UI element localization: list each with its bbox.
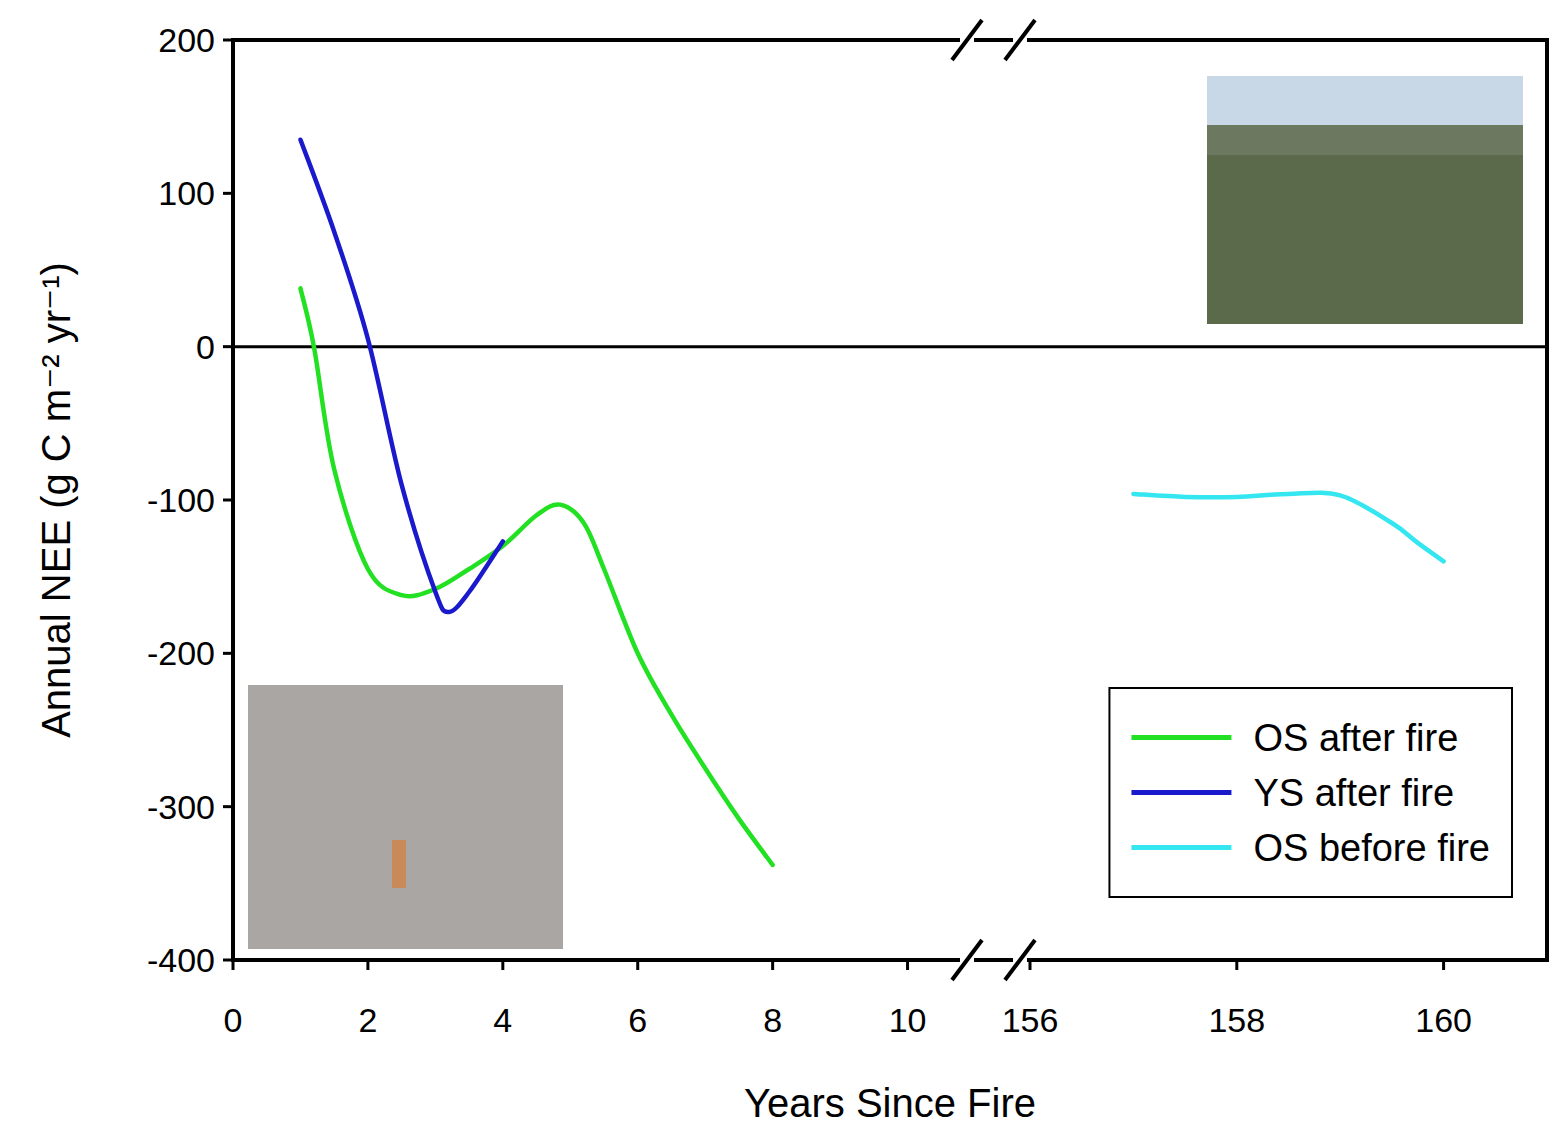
x-tick-label: 2 xyxy=(358,1001,377,1039)
y-tick-label: 200 xyxy=(158,21,215,59)
y-tick xyxy=(223,652,233,655)
y-tick xyxy=(223,39,233,42)
y-tick xyxy=(223,499,233,502)
x-tick xyxy=(1029,960,1032,970)
legend-label: YS after fire xyxy=(1253,772,1454,814)
x-tick xyxy=(1442,960,1445,970)
legend-swatch xyxy=(1131,790,1231,795)
frame xyxy=(233,40,1547,960)
y-tick-label: -200 xyxy=(147,634,215,672)
axis-break xyxy=(952,940,982,980)
y-axis-title: Annual NEE (g C m⁻² yr⁻¹) xyxy=(34,262,78,738)
x-tick-label: 160 xyxy=(1415,1001,1472,1039)
x-tick-label: 156 xyxy=(1002,1001,1059,1039)
x-tick-label: 158 xyxy=(1208,1001,1265,1039)
series-line xyxy=(301,288,773,865)
y-tick-label: 0 xyxy=(196,328,215,366)
legend: OS after fire YS after fire OS before fire xyxy=(1109,688,1512,897)
x-tick xyxy=(232,960,235,970)
axis-break xyxy=(1005,940,1035,980)
series-line xyxy=(301,140,503,612)
x-tick-label: 4 xyxy=(493,1001,512,1039)
x-axis-title: Years Since Fire xyxy=(744,1081,1036,1125)
x-tick-label: 8 xyxy=(763,1001,782,1039)
chart: -400 -300 -200 -100 0 100 200 0 2 4 6 8 10 156 158 160 Y… xyxy=(0,0,1550,1128)
legend-swatch xyxy=(1131,735,1231,740)
axis-break xyxy=(952,20,982,60)
photo-hills xyxy=(1207,125,1523,155)
legend-box xyxy=(1109,688,1512,897)
legend-swatch xyxy=(1131,845,1231,850)
x-tick-label: 6 xyxy=(628,1001,647,1039)
zero-line xyxy=(233,345,1547,348)
legend-label: OS after fire xyxy=(1253,717,1458,759)
axis-break xyxy=(1005,20,1035,60)
y-tick-label: 100 xyxy=(158,174,215,212)
x-tick xyxy=(366,960,369,970)
photo xyxy=(248,685,563,949)
photo-sky xyxy=(1207,76,1523,131)
series-line xyxy=(1133,493,1443,562)
y-tick xyxy=(223,805,233,808)
y-tick-label: -300 xyxy=(147,788,215,826)
x-tick-label: 10 xyxy=(889,1001,927,1039)
x-tick-label: 0 xyxy=(224,1001,243,1039)
legend-label: OS before fire xyxy=(1253,827,1490,869)
x-tick xyxy=(771,960,774,970)
photo xyxy=(1207,76,1523,324)
x-tick xyxy=(501,960,504,970)
photo-detail xyxy=(392,840,406,888)
y-tick xyxy=(223,192,233,195)
x-tick xyxy=(906,960,909,970)
x-tick xyxy=(1235,960,1238,970)
y-tick-label: -400 xyxy=(147,941,215,979)
y-tick-label: -100 xyxy=(147,481,215,519)
y-tick xyxy=(223,345,233,348)
x-tick xyxy=(636,960,639,970)
